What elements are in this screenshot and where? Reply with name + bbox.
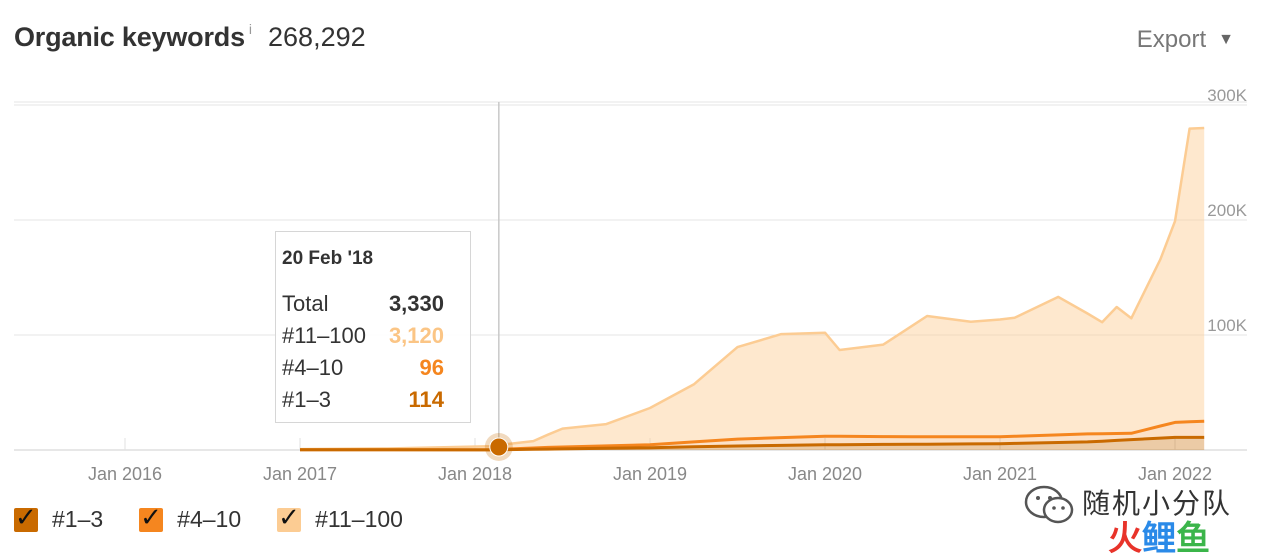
check-icon: ✓ [140,501,162,532]
tooltip-value: 114 [408,387,445,412]
series-area [300,128,1205,450]
export-button[interactable]: Export ▼ [1137,26,1234,54]
tooltip-row-4-10: #4–10 96 [282,352,464,384]
x-tick-label: Jan 2019 [613,464,687,484]
series-line [299,126,1205,451]
check-icon: ✓ [15,501,37,532]
tooltip-date: 20 Feb '18 [282,248,374,269]
legend-label: #11–100 [315,506,403,532]
x-tick-label: Jan 2016 [88,464,162,484]
info-icon[interactable]: i [248,21,253,37]
series-area [300,437,1205,450]
crosshair-point [489,437,509,457]
x-tick-label: Jan 2017 [263,464,337,484]
legend-item-4-10[interactable]: ✓ #4–10 [139,502,242,533]
tooltip-row-11-100: #11–100 3,120 [282,320,464,352]
tooltip-value: 3,330 [388,291,444,316]
legend-checkbox[interactable]: ✓ [14,502,38,532]
tooltip-label: #1–3 [282,387,331,412]
legend-label: #4–10 [177,506,242,532]
keywords-area-chart[interactable]: 100K 200K 300K Jan 2016 Jan 2017 Jan 2018 Jan … [0,0,1280,500]
watermark: 随机小分队 火鲤鱼 [1020,480,1260,556]
tooltip-value: 3,120 [388,323,444,348]
legend-item-1-3[interactable]: ✓ #1–3 [14,502,104,533]
y-tick-label: 300K [1207,86,1247,105]
x-tick-label: Jan 2020 [788,464,862,484]
y-tick-label: 200K [1207,201,1247,220]
chart-header: Organic keywords i 268,292 [14,21,366,53]
total-keywords-count: 268,292 [268,22,366,52]
legend-checkbox[interactable]: ✓ [277,502,302,532]
legend-checkbox[interactable]: ✓ [139,502,164,532]
chart-legend: ✓ #1–3 ✓ #4–10 ✓ #11–100 [14,502,439,533]
series-line [300,435,1205,452]
legend-item-11-100[interactable]: ✓ #11–100 [277,502,403,533]
legend-label: #1–3 [52,506,104,532]
tooltip-value: 96 [419,355,444,380]
watermark-text: 随机小分队 [1082,487,1233,520]
svg-text:火鲤鱼: 火鲤鱼 [1108,519,1210,556]
tooltip-label: #4–10 [282,355,344,380]
watermark-logo: 火鲤鱼 [1108,519,1210,556]
dropdown-caret-icon: ▼ [1218,31,1234,48]
x-tick-label: Jan 2021 [963,464,1037,484]
chart-title: Organic keywords [14,22,245,52]
tooltip-label: #11–100 [282,323,367,348]
check-icon: ✓ [278,501,300,532]
y-tick-label: 100K [1207,316,1247,335]
tooltip-row-total: Total 3,330 [282,288,464,320]
tooltip-row-1-3: #1–3 114 [282,384,464,416]
export-label: Export [1136,26,1207,53]
x-tick-label: Jan 2022 [1138,464,1212,484]
series-line [300,419,1205,452]
tooltip-label: Total [282,291,329,316]
x-tick-label: Jan 2018 [438,464,512,484]
chart-tooltip: 20 Feb '18 Total 3,330 #11–100 3,120 #4–… [275,231,471,423]
wechat-icon [1024,485,1074,524]
